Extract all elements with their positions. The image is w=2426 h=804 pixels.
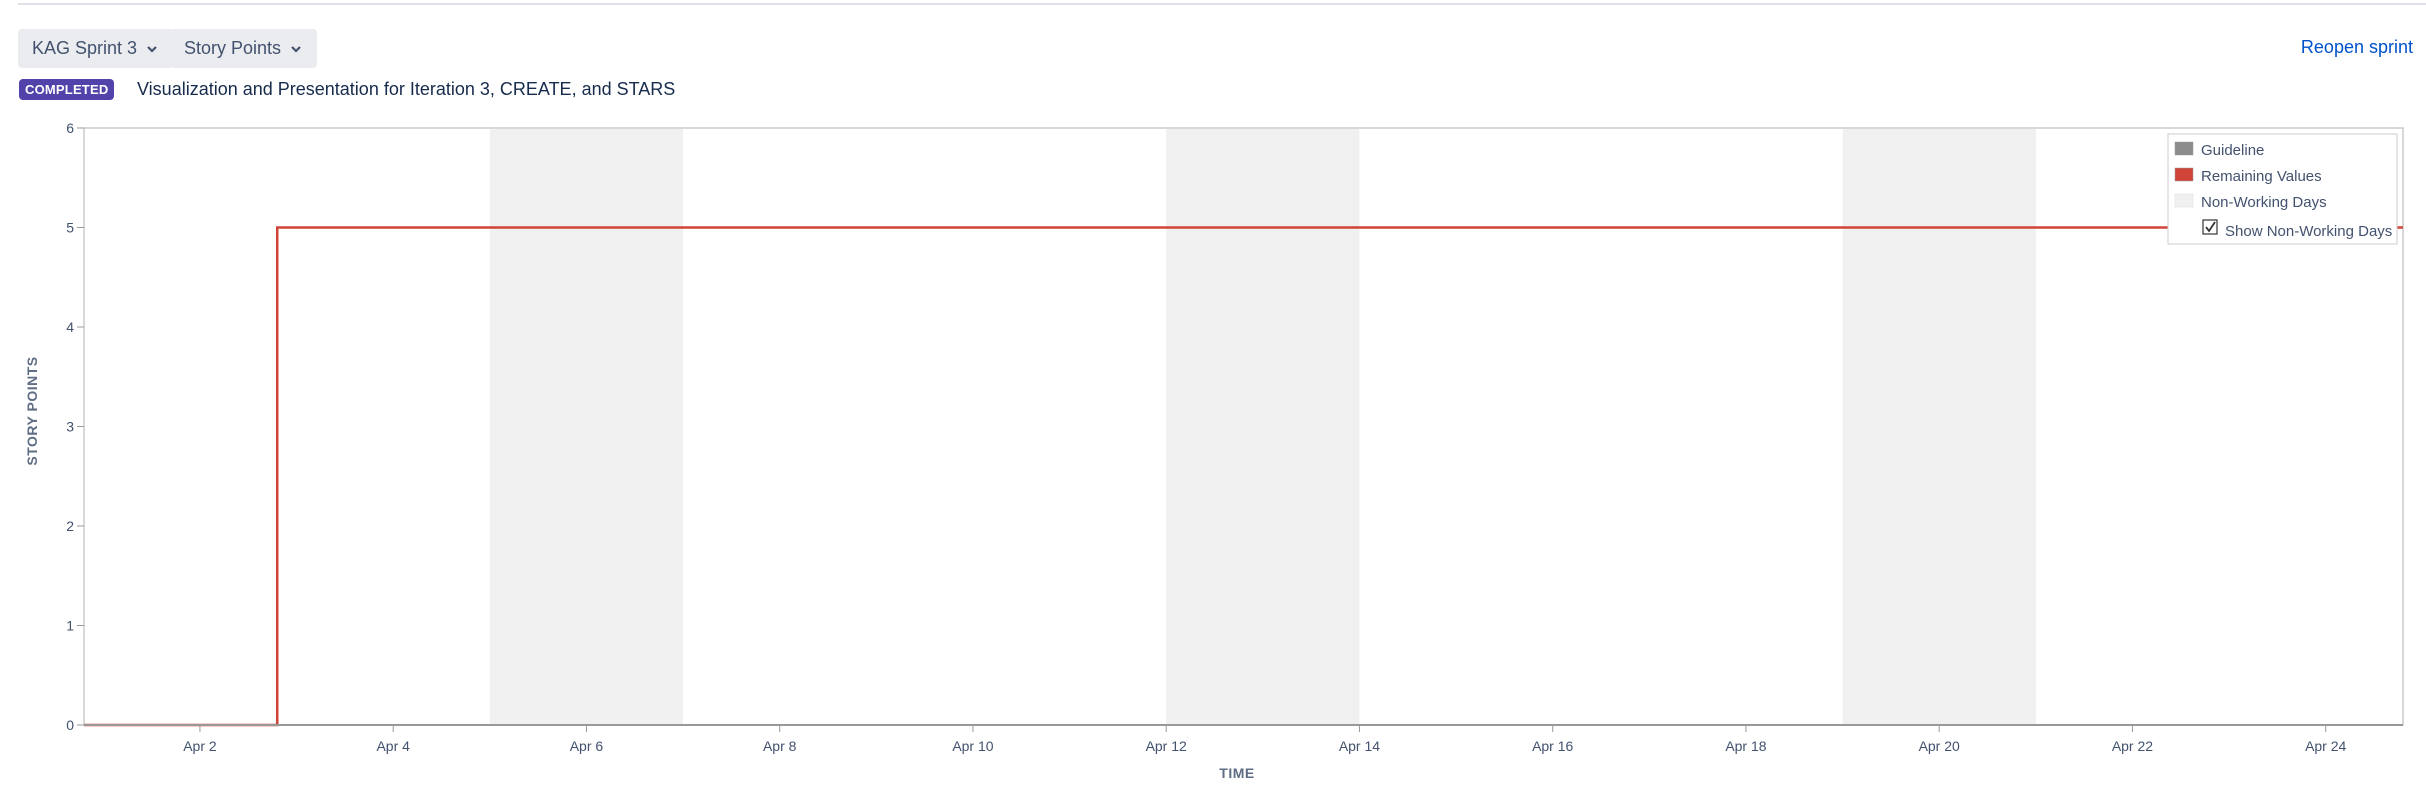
x-tick-label: Apr 16 (1532, 738, 1573, 754)
chart-legend: Guideline Remaining Values Non-Working D… (2167, 133, 2398, 245)
sprint-goal: Visualization and Presentation for Itera… (137, 79, 676, 99)
check-icon (2205, 221, 2216, 233)
y-tick-label: 6 (66, 120, 74, 136)
sprint-select-label: KAG Sprint 3 (32, 38, 138, 58)
x-tick-label: Apr 22 (2112, 738, 2153, 754)
x-tick-label: Apr 8 (763, 738, 797, 754)
reopen-sprint-link[interactable]: Reopen sprint (2300, 37, 2413, 57)
x-tick-label: Apr 10 (952, 738, 993, 754)
x-tick-label: Apr 18 (1725, 738, 1766, 754)
legend-swatch-remaining-values (2174, 167, 2194, 182)
legend-swatch-guideline (2174, 141, 2194, 156)
y-tick-label: 5 (66, 220, 74, 236)
legend-label-guideline: Guideline (2201, 142, 2264, 159)
chevron-down-icon (147, 45, 157, 53)
measure-select-label: Story Points (184, 38, 282, 58)
non-working-days-band (1842, 129, 2036, 725)
non-working-days-band (489, 129, 684, 725)
x-axis-title: TIME (1219, 765, 1254, 781)
x-tick-label: Apr 2 (183, 738, 217, 754)
y-tick-label: 3 (66, 419, 74, 435)
legend-label-non-working-days: Non-Working Days (2201, 194, 2327, 211)
non-working-days-band (1166, 129, 1360, 725)
x-tick-label: Apr 6 (570, 738, 604, 754)
show-non-working-days-checkbox[interactable] (2202, 219, 2218, 235)
y-tick-label: 4 (66, 319, 74, 335)
x-tick-label: Apr 14 (1339, 738, 1380, 754)
legend-label-remaining-values: Remaining Values (2201, 168, 2322, 185)
y-tick-label: 2 (66, 518, 74, 534)
sprint-select[interactable]: KAG Sprint 3 (18, 29, 174, 68)
top-divider (18, 3, 2426, 5)
y-tick-label: 1 (66, 618, 74, 634)
legend-swatch-non-working-days (2174, 193, 2194, 208)
x-tick-label: Apr 24 (2305, 738, 2346, 754)
x-tick-label: Apr 12 (1146, 738, 1187, 754)
y-tick-label: 0 (66, 717, 74, 733)
show-non-working-days-label: Show Non-Working Days (2225, 223, 2392, 240)
chevron-down-icon (291, 45, 301, 53)
y-axis-title: STORY POINTS (24, 356, 40, 465)
x-tick-label: Apr 20 (1919, 738, 1960, 754)
status-badge: COMPLETED (19, 79, 115, 100)
measure-select[interactable]: Story Points (170, 29, 318, 68)
x-tick-label: Apr 4 (376, 738, 410, 754)
